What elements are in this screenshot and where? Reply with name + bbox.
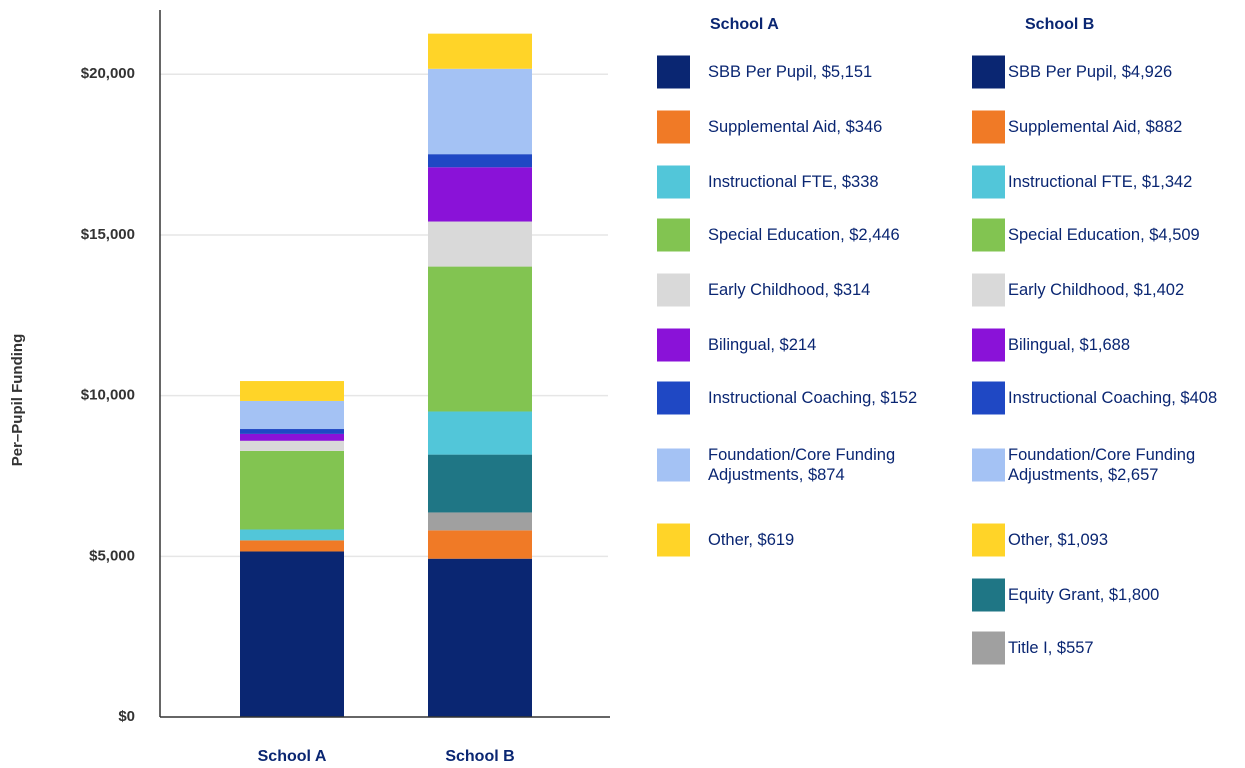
- legend-label: SBB Per Pupil, $5,151: [708, 63, 873, 81]
- legend-swatch: [657, 328, 690, 362]
- legend-label: Supplemental Aid, $882: [1008, 118, 1183, 136]
- legend-swatch: [972, 381, 1005, 415]
- legend-label: Bilingual, $1,688: [1008, 336, 1131, 354]
- bar-segment: [428, 454, 532, 513]
- legend-header: School B: [1025, 16, 1095, 33]
- legend-swatch: [972, 631, 1005, 665]
- bar-segment: [428, 33, 532, 69]
- legend-label: Other, $1,093: [1008, 531, 1108, 549]
- legend-label: Foundation/Core Funding Adjustments, $2,…: [1008, 446, 1196, 484]
- bar-segment: [428, 167, 532, 222]
- legend-label: Early Childhood, $1,402: [1008, 281, 1185, 299]
- legend-label: Special Education, $2,446: [708, 226, 900, 244]
- bar-segment: [428, 411, 532, 455]
- legend-swatch: [657, 165, 690, 199]
- legend-swatch: [972, 55, 1005, 89]
- legend-swatch: [972, 165, 1005, 199]
- legend-label: Title I, $557: [1008, 639, 1094, 657]
- bar-segment: [428, 154, 532, 168]
- legend-swatch: [657, 55, 690, 89]
- legend-label: SBB Per Pupil, $4,926: [1008, 63, 1173, 81]
- bar-segment: [240, 400, 344, 430]
- bar-segment: [240, 429, 344, 434]
- y-tick-label: $5,000: [89, 547, 135, 564]
- legend-swatch: [972, 328, 1005, 362]
- legend-label: Special Education, $4,509: [1008, 226, 1200, 244]
- bar-segment: [428, 530, 532, 559]
- y-tick-label: $15,000: [81, 226, 135, 243]
- bar-segment: [428, 68, 532, 155]
- bar-segment: [428, 558, 532, 717]
- bar-segment: [240, 551, 344, 717]
- legend-swatch: [657, 448, 690, 482]
- y-tick-label: $10,000: [81, 387, 135, 404]
- legend-label: Other, $619: [708, 531, 795, 549]
- legend-label: Foundation/Core Funding Adjustments, $87…: [708, 446, 896, 484]
- legend-label: Instructional FTE, $338: [708, 173, 879, 191]
- bar-segment: [240, 433, 344, 441]
- x-tick-label: School A: [258, 748, 327, 765]
- legend-swatch: [972, 218, 1005, 252]
- legend-swatch: [657, 110, 690, 144]
- legend-label: Supplemental Aid, $346: [708, 118, 883, 136]
- x-tick-label: School B: [445, 748, 514, 765]
- bar-segment: [240, 440, 344, 451]
- legend-swatch: [657, 273, 690, 307]
- legend-header: School A: [710, 16, 779, 33]
- legend-label: Instructional Coaching, $408: [1008, 389, 1218, 407]
- legend-swatch: [972, 523, 1005, 557]
- legend-swatch: [972, 273, 1005, 307]
- legend-label: Early Childhood, $314: [708, 281, 871, 299]
- y-tick-label: $0: [118, 708, 135, 725]
- bar-segment: [240, 529, 344, 541]
- legend-swatch: [657, 381, 690, 415]
- legend-label: Equity Grant, $1,800: [1008, 586, 1160, 604]
- y-tick-label: $20,000: [81, 65, 135, 82]
- bar-segment: [428, 221, 532, 267]
- legend-label: Instructional Coaching, $152: [708, 389, 918, 407]
- legend-label: Instructional FTE, $1,342: [1008, 173, 1193, 191]
- bar-segment: [240, 381, 344, 401]
- legend-swatch: [972, 578, 1005, 612]
- y-axis-label: Per–Pupil Funding: [9, 334, 26, 467]
- bar-segment: [428, 512, 532, 531]
- bar-segment: [240, 540, 344, 552]
- bar-segment: [428, 266, 532, 412]
- legend-swatch: [657, 523, 690, 557]
- legend-swatch: [657, 218, 690, 252]
- bar-segment: [240, 450, 344, 530]
- legend-label: Bilingual, $214: [708, 336, 817, 354]
- legend-swatch: [972, 448, 1005, 482]
- legend-swatch: [972, 110, 1005, 144]
